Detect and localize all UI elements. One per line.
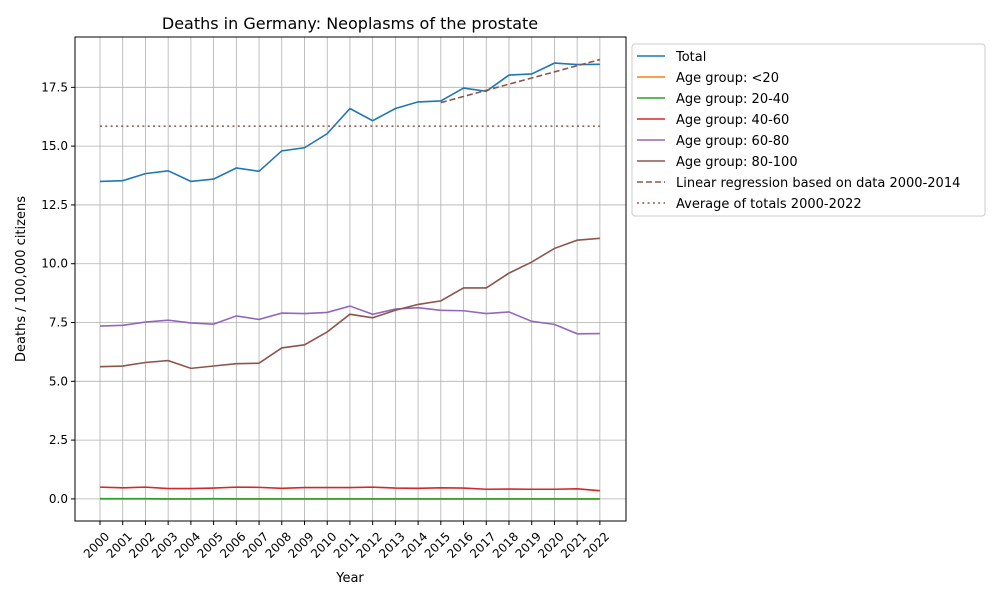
legend-label: Age group: 60-80: [676, 134, 789, 149]
legend-label: Linear regression based on data 2000-201…: [676, 176, 960, 191]
legend-label: Total: [675, 50, 706, 65]
legend-label: Age group: 80-100: [676, 155, 798, 170]
x-axis: 2000200120022003200420052006200720082009…: [81, 521, 612, 561]
x-tick-label: 2022: [581, 529, 612, 560]
legend-label: Age group: <20: [676, 71, 779, 86]
legend-label: Age group: 20-40: [676, 92, 789, 107]
y-tick-label: 10.0: [41, 257, 68, 271]
series-line: [441, 60, 600, 103]
y-tick-label: 12.5: [41, 198, 68, 212]
y-tick-label: 17.5: [41, 80, 68, 94]
y-tick-label: 5.0: [49, 374, 68, 388]
legend: Total Age group: <20 Age group: 20-40 Age g…: [632, 44, 985, 216]
x-axis-label: Year: [335, 571, 364, 586]
y-axis-label: Deaths / 100,000 citizens: [14, 196, 29, 362]
chart-title: Deaths in Germany: Neoplasms of the pros…: [162, 14, 538, 33]
legend-label: Age group: 40-60: [676, 113, 789, 128]
y-axis: 0.0 2.5 5.0 7.5 10.0 12.5 15.0 17.5: [41, 80, 75, 506]
legend-label: Average of totals 2000-2022: [676, 197, 862, 212]
y-tick-label: 15.0: [41, 139, 68, 153]
y-tick-label: 2.5: [49, 433, 68, 447]
y-tick-label: 7.5: [49, 316, 68, 330]
y-tick-label: 0.0: [49, 492, 68, 506]
